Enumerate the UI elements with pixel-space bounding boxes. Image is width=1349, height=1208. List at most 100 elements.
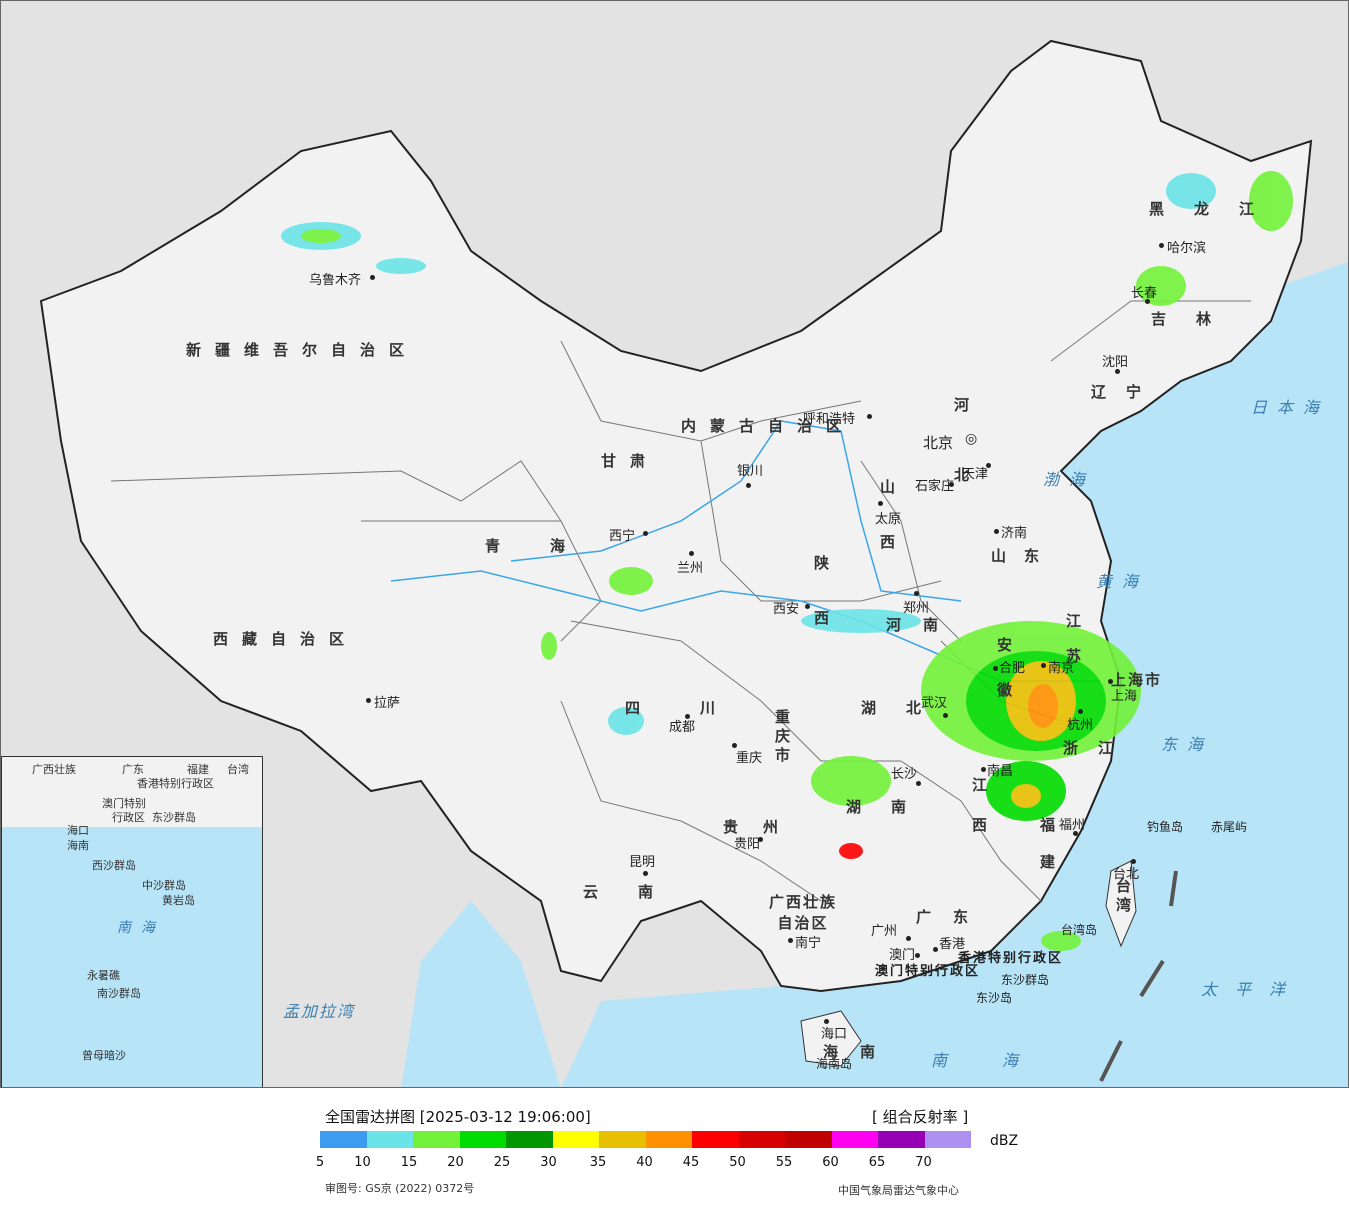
city-label: 台北 (1113, 867, 1140, 882)
inset-label: 曾母暗沙 (82, 1049, 126, 1062)
inset-sea-label: 南海 (117, 920, 165, 936)
province-label: 广西壮族自治区 (768, 893, 837, 932)
legend-swatch (366, 1131, 413, 1148)
province-label: 台湾 (1114, 878, 1132, 916)
province-label: 湖南 (846, 798, 937, 816)
legend-swatch (506, 1131, 553, 1148)
legend-swatch (692, 1131, 739, 1148)
province-label: 重庆市 (773, 709, 791, 766)
city-label: 武汉 (921, 696, 948, 711)
province-label: 河南 (886, 616, 961, 634)
island-label: 海南岛 (816, 1057, 853, 1071)
sea-label: 东海 (1161, 735, 1214, 754)
city-label: 乌鲁木齐 (309, 273, 362, 288)
inset-label: 广西壮族 (32, 763, 76, 776)
inset-label: 台湾 (227, 763, 249, 776)
legend-tick: 10 (354, 1155, 371, 1170)
island-label: 东沙岛 (976, 991, 1013, 1005)
inset-label: 香港特别行政区 (137, 777, 214, 790)
legend-unit: dBZ (990, 1133, 1019, 1149)
province-label: 甘肃 (601, 452, 660, 470)
city-label: 海口 (821, 1027, 848, 1042)
legend-swatch (645, 1131, 692, 1148)
inset-label: 澳门特别 (102, 797, 146, 810)
inset-label: 黄岩岛 (162, 894, 195, 907)
province-label: 湖北 (861, 699, 952, 717)
legend-title: 全国雷达拼图 [2025-03-12 19:06:00] (325, 1108, 591, 1126)
legend-tick: 45 (682, 1155, 700, 1170)
city-label: 太原 (875, 512, 902, 527)
island-label: 东沙群岛 (1001, 973, 1050, 987)
province-label: 江苏 (1064, 613, 1082, 683)
legend-swatch (924, 1131, 971, 1148)
province-label: 海南 (823, 1043, 898, 1061)
city-label: 西宁 (609, 529, 636, 544)
province-label: 青海 (485, 537, 616, 555)
inset-label: 东沙群岛 (152, 811, 196, 824)
inset-label: 中沙群岛 (142, 879, 186, 892)
province-label: 黑龙江 (1149, 200, 1285, 218)
map-base (39, 39, 1348, 1087)
province-label: 广东 (916, 908, 991, 926)
city-label: 西安 (773, 602, 800, 617)
island-label: 台湾岛 (1061, 923, 1098, 937)
city-label: 天津 (962, 467, 989, 482)
city-label: 福州 (1059, 818, 1086, 833)
city-label: 石家庄 (915, 479, 955, 494)
legend-tick: 70 (915, 1155, 932, 1170)
city-label: 南昌 (987, 764, 1014, 779)
sea-label: 渤海 (1043, 470, 1096, 489)
inset-label: 福建 (187, 763, 209, 776)
province-label: 四川 (625, 699, 776, 717)
legend-tick: 55 (775, 1155, 793, 1170)
province-label: 新疆维吾尔自治区 (186, 341, 419, 359)
legend-tick: 25 (493, 1155, 511, 1170)
sea-label: 孟加拉湾 (283, 1002, 356, 1021)
inset-label: 行政区 (112, 811, 145, 824)
city-label: 香港 (939, 937, 966, 952)
city-label: 银川 (737, 464, 764, 479)
legend-swatch (831, 1131, 878, 1148)
legend-swatch (459, 1131, 506, 1148)
source-label: 中国气象局雷达气象中心 (838, 1184, 959, 1197)
city-label: 长沙 (891, 767, 918, 782)
city-label: 南京 (1048, 661, 1075, 676)
province-label: 陕西 (812, 555, 830, 665)
province-label: 山西 (878, 479, 896, 589)
legend-swatch (413, 1131, 460, 1148)
approval-number: 审图号: GS京 (2022) 0372号 (325, 1182, 475, 1195)
inset-label: 西沙群岛 (92, 859, 136, 872)
province-label: 贵州 (723, 818, 804, 836)
island-label: 钓鱼岛 (1147, 820, 1184, 834)
city-label: 长春 (1131, 286, 1158, 301)
province-label: 江西 (970, 777, 988, 857)
sea-label: 太平洋 (1201, 980, 1304, 999)
legend-swatch (599, 1131, 646, 1148)
legend-product: [ 组合反射率 ] (872, 1108, 969, 1126)
island-label: 赤尾屿 (1211, 820, 1248, 834)
sea-label: 南海 (931, 1051, 1074, 1070)
inset-label: 海口 (67, 824, 89, 837)
province-label: 辽宁 (1091, 383, 1162, 401)
city-label: 兰州 (677, 561, 704, 576)
city-label: 上海 (1111, 689, 1138, 704)
inset-label: 永暑礁 (87, 969, 120, 982)
sea-label: 日本海 (1251, 398, 1330, 417)
legend-swatch (785, 1131, 832, 1148)
south-china-sea-inset: 广西壮族 广东 福建 台湾 香港特别行政区 澳门特别 行政区 东沙群岛 海口 海… (1, 756, 263, 1087)
legend-tick: 20 (447, 1155, 464, 1170)
inset-label: 南沙群岛 (97, 987, 141, 1000)
sea-label: 黄海 (1096, 572, 1149, 591)
city-label: 广州 (871, 924, 898, 939)
city-label: 南宁 (795, 936, 822, 951)
inset-label: 海南 (67, 839, 89, 852)
radar-map[interactable]: 广西壮族 广东 福建 台湾 香港特别行政区 澳门特别 行政区 东沙群岛 海口 海… (0, 0, 1349, 1088)
province-label: 云南 (583, 883, 694, 901)
province-label: 福建 (1038, 817, 1056, 891)
legend-swatch (738, 1131, 785, 1148)
legend-tick: 15 (400, 1155, 418, 1170)
legend-tick: 50 (729, 1155, 746, 1170)
capital-icon: ◎ (965, 431, 978, 447)
city-label: 济南 (1001, 526, 1028, 541)
province-label: 河北 (952, 397, 970, 537)
